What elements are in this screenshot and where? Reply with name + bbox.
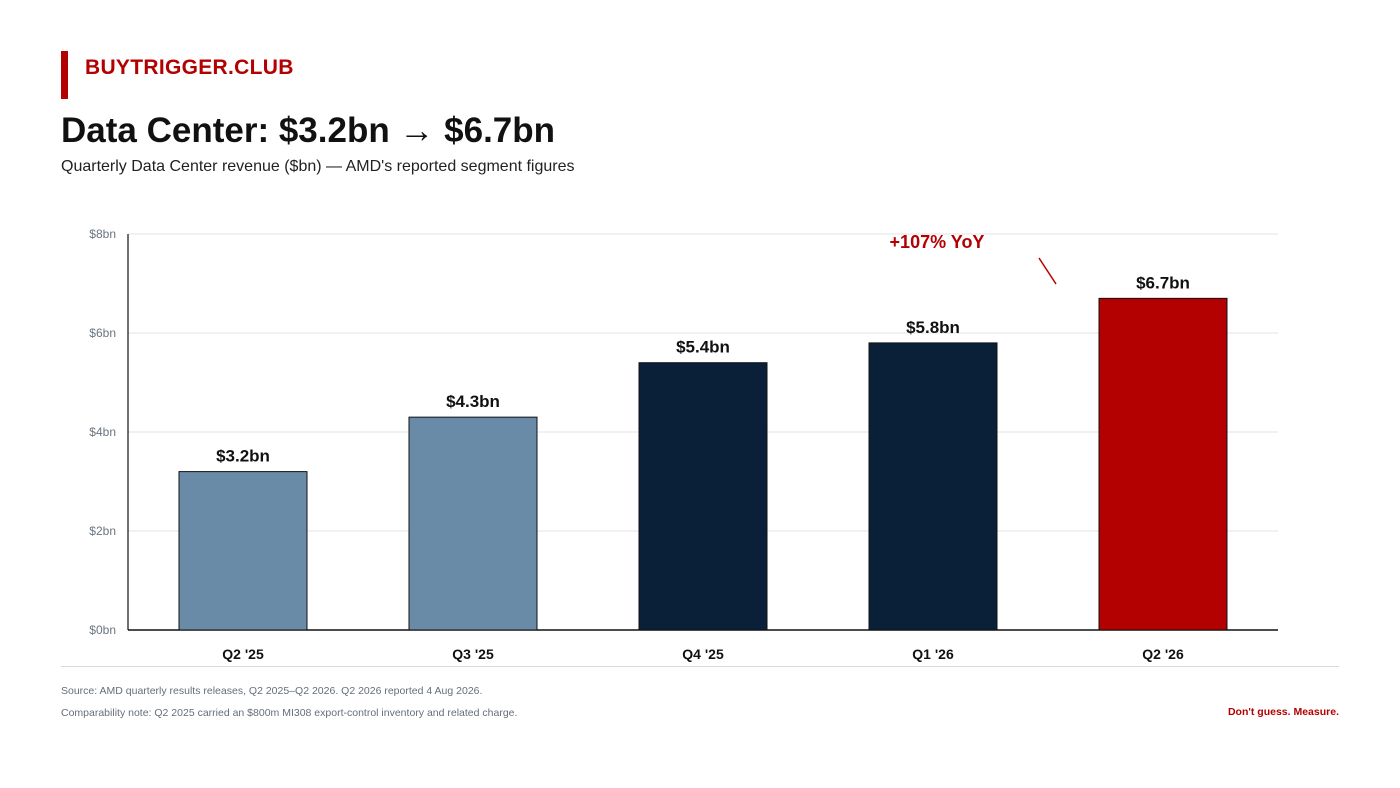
y-tick-label: $6bn	[89, 326, 116, 340]
y-tick-label: $2bn	[89, 524, 116, 538]
bar	[868, 342, 998, 631]
source-note: Source: AMD quarterly results releases, …	[61, 685, 483, 697]
annotation-pointer	[1038, 257, 1057, 285]
brand-name: BUYTRIGGER.CLUB	[85, 56, 294, 79]
bar-value-label: $6.7bn	[1136, 273, 1190, 292]
comparability-note: Comparability note: Q2 2025 carried an $…	[61, 707, 518, 719]
x-tick-label: Q4 '25	[682, 646, 724, 662]
y-tick-label: $4bn	[89, 425, 116, 439]
tagline: Don't guess. Measure.	[1227, 706, 1339, 718]
y-tick-label: $0bn	[89, 623, 116, 637]
bar	[1098, 297, 1228, 631]
x-tick-label: Q2 '26	[1142, 646, 1184, 662]
x-tick-label: Q1 '26	[912, 646, 954, 662]
x-tick-label: Q2 '25	[222, 646, 264, 662]
y-tick-label: $8bn	[89, 227, 116, 241]
x-tick-label: Q3 '25	[452, 646, 494, 662]
bar-value-label: $5.8bn	[906, 318, 960, 337]
bar-value-label: $4.3bn	[446, 392, 500, 411]
page-subtitle: Quarterly Data Center revenue ($bn) — AM…	[61, 158, 575, 175]
bar	[178, 471, 308, 631]
bar-value-label: $5.4bn	[676, 338, 730, 357]
bar	[408, 416, 538, 631]
page-title: Data Center: $3.2bn → $6.7bn	[61, 111, 556, 150]
annotation-label: +107% YoY	[890, 232, 985, 252]
brand-accent-bar	[61, 51, 68, 99]
footer-divider	[61, 666, 1339, 667]
bar-value-label: $3.2bn	[216, 447, 270, 466]
bar	[638, 362, 768, 631]
